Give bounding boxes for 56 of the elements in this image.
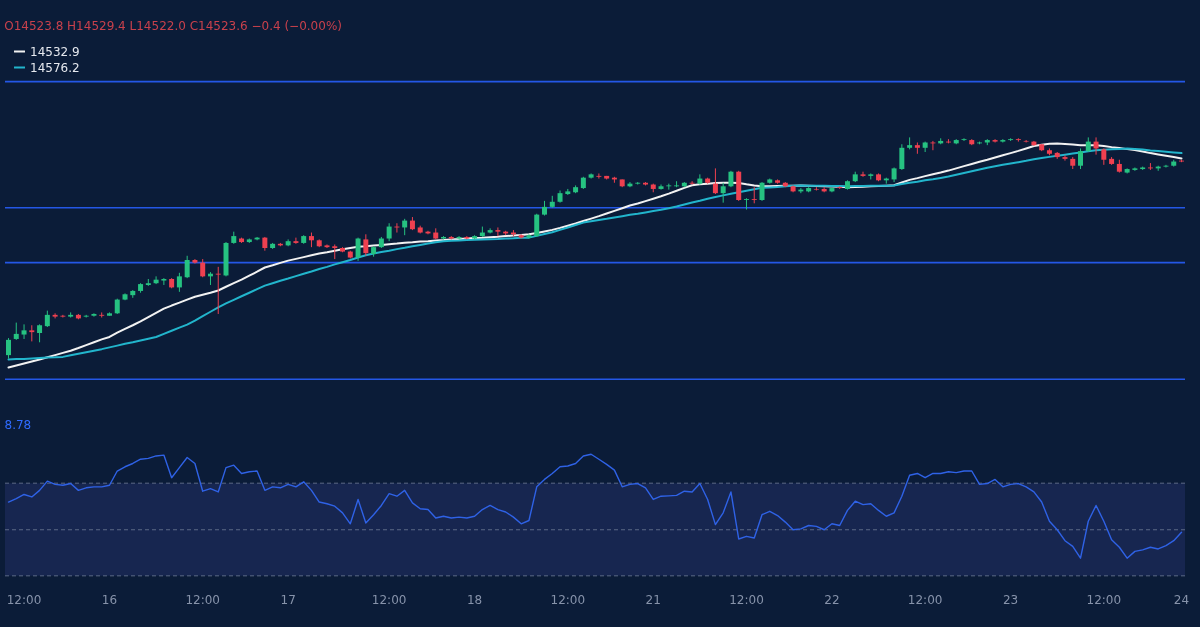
candlestick — [184, 255, 190, 279]
candlestick — [52, 312, 58, 319]
x-tick-label: 12:00 — [550, 592, 586, 607]
candlestick — [635, 181, 641, 186]
candlestick — [743, 197, 749, 211]
candlestick — [860, 171, 866, 178]
candlestick — [200, 258, 206, 278]
candlestick — [293, 237, 299, 245]
candlestick — [192, 258, 198, 265]
candlestick — [324, 243, 330, 249]
candlestick — [161, 277, 167, 286]
candlestick — [759, 181, 765, 202]
x-tick-label: 12:00 — [907, 592, 943, 607]
candlestick — [99, 311, 105, 319]
x-tick-label: 16 — [101, 592, 118, 607]
candlestick — [176, 272, 182, 293]
candlestick — [720, 182, 726, 204]
x-tick-label: 23 — [1002, 592, 1019, 607]
x-tick-label: 12:00 — [185, 592, 220, 607]
candlestick — [21, 323, 27, 340]
text: 8.78 — [4, 418, 32, 432]
candlestick — [1015, 137, 1021, 143]
x-tick-label: 24 — [1173, 592, 1190, 607]
candlestick — [689, 180, 695, 186]
candlestick — [1062, 154, 1068, 162]
candlestick — [6, 337, 11, 360]
candlestick — [355, 237, 361, 262]
legend-label: 14576.2 — [30, 60, 80, 75]
x-tick-label: 12:00 — [1086, 592, 1122, 607]
candlestick — [526, 233, 532, 240]
candlestick — [961, 137, 967, 142]
candlestick — [495, 226, 501, 237]
x-tick-label: 12:00 — [371, 592, 407, 607]
candlestick — [697, 173, 703, 186]
candlestick — [596, 172, 602, 180]
candlestick — [899, 143, 905, 171]
candlestick — [1132, 166, 1138, 172]
x-tick-label: 21 — [645, 592, 661, 607]
x-tick-label: 18 — [466, 592, 483, 607]
candlestick — [215, 266, 221, 315]
candlestick — [1078, 147, 1084, 170]
x-tick-label: 12:00 — [729, 592, 764, 607]
x-tick-label: 22 — [824, 592, 840, 607]
candlestick — [91, 312, 97, 318]
x-tick-label: 17 — [280, 592, 296, 607]
candlestick — [1023, 139, 1029, 143]
candlestick — [60, 314, 66, 319]
candlestick — [751, 186, 757, 204]
candlestick — [813, 186, 819, 191]
candlestick — [363, 233, 369, 257]
legend-label: 14532.9 — [30, 44, 80, 59]
candlestick — [712, 167, 718, 195]
candlestick — [930, 140, 936, 151]
text: O14523.8 H14529.4 L14522.0 C14523.6 −0.4 (−0.00%) — [4, 19, 342, 33]
x-tick-label: 12:00 — [6, 592, 42, 607]
candlestick — [534, 213, 540, 238]
